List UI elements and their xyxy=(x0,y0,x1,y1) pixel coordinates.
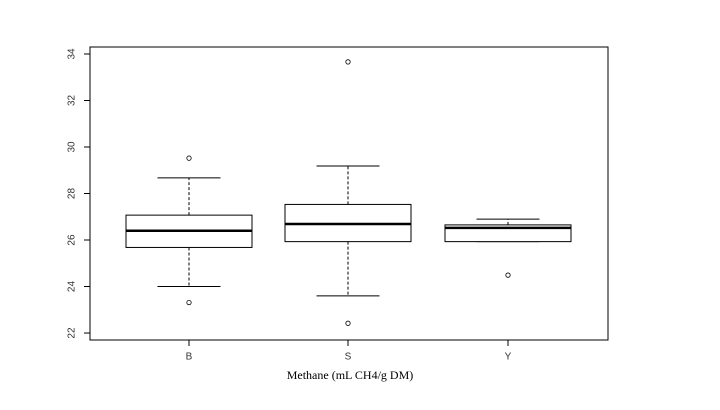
y-tick-label: 26 xyxy=(67,234,78,246)
x-axis-label: Methane (mL CH4/g DM) xyxy=(287,368,414,382)
y-tick-label: 28 xyxy=(67,188,78,200)
x-tick-label: S xyxy=(345,352,352,363)
outlier xyxy=(186,299,192,306)
x-tick-label: B xyxy=(186,352,193,363)
outlier xyxy=(345,59,351,65)
outlier xyxy=(345,320,351,326)
y-tick-label: 32 xyxy=(67,94,78,106)
y-tick-label: 22 xyxy=(67,327,78,339)
y-tick-label: 24 xyxy=(67,281,78,293)
y-tick-label: 30 xyxy=(67,141,78,153)
y-tick-label: 34 xyxy=(67,48,78,60)
x-tick-label: Y xyxy=(505,352,512,363)
outlier xyxy=(505,272,511,278)
outlier xyxy=(186,155,192,161)
